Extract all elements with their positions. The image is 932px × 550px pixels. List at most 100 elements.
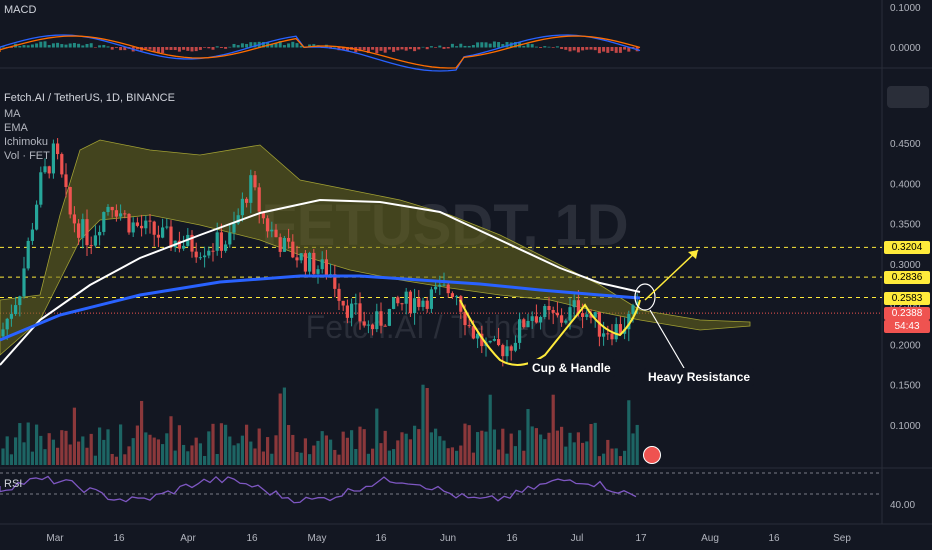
volume-bar	[492, 429, 496, 465]
candle-body	[266, 218, 270, 232]
candle-body	[156, 234, 160, 238]
candle-body	[518, 319, 522, 343]
volume-bar	[18, 423, 22, 465]
indicator-ma[interactable]: MA	[4, 108, 21, 120]
volume-bar	[274, 435, 278, 465]
volume-bar	[408, 439, 412, 465]
candle-body	[560, 315, 564, 323]
x-tick-6: Jun	[440, 533, 456, 544]
candle-body	[530, 316, 534, 321]
volume-bar	[375, 408, 379, 465]
cup-handle-curve	[459, 299, 641, 366]
macd-hist-bar	[81, 45, 85, 48]
macd-hist-bar	[22, 45, 26, 48]
rsi-line	[0, 475, 637, 504]
candle-body	[135, 222, 139, 226]
candle-body	[60, 154, 64, 175]
macd-hist-bar	[547, 46, 551, 48]
macd-hist-bar	[161, 47, 165, 54]
macd-line	[0, 34, 641, 72]
volume-bar	[522, 450, 526, 465]
macd-label: MACD	[4, 4, 37, 16]
volume-bar	[287, 425, 291, 465]
candle-body	[585, 314, 589, 317]
macd-hist-bar	[375, 47, 379, 54]
candle-body	[513, 342, 517, 351]
macd-hist-bar	[60, 44, 64, 48]
macd-hist-bar	[89, 43, 93, 48]
candle-body	[56, 143, 60, 155]
volume-bar	[509, 433, 513, 465]
candle-body	[144, 220, 148, 229]
x-tick-5: 16	[375, 533, 387, 544]
volume-bar	[102, 439, 106, 465]
candle-body	[131, 222, 135, 233]
volume-bar	[434, 428, 438, 465]
candle-body	[497, 339, 501, 346]
macd-hist-bar	[526, 43, 530, 48]
macd-hist-bar	[484, 42, 488, 48]
volume-bar	[476, 432, 480, 465]
macd-hist-bar	[362, 47, 366, 51]
volume-bar	[442, 440, 446, 465]
macd-hist-bar	[581, 47, 585, 51]
candle-body	[614, 324, 618, 340]
volume-bar	[22, 442, 26, 465]
candle-body	[602, 333, 606, 337]
candle-body	[345, 305, 349, 318]
volume-bar	[47, 433, 51, 465]
candle-body	[85, 219, 89, 246]
volume-bar	[224, 424, 228, 465]
volume-bar	[501, 428, 505, 465]
macd-hist-bar	[119, 47, 123, 51]
candle-body	[618, 324, 622, 334]
x-tick-4: May	[308, 533, 327, 544]
x-tick-8: Jul	[571, 533, 584, 544]
indicator-ema[interactable]: EMA	[4, 122, 28, 134]
volume-bar	[282, 387, 286, 465]
macd-hist-bar	[219, 47, 223, 48]
candle-body	[316, 269, 320, 274]
macd-hist-bar	[165, 47, 169, 50]
macd-hist-bar	[245, 43, 249, 48]
candle-body	[509, 346, 513, 351]
macd-hist-bar	[72, 42, 76, 48]
collapse-button[interactable]	[887, 86, 929, 108]
candle-body	[480, 333, 484, 347]
candle-body	[459, 296, 463, 312]
y-tick-4: 0.2500	[890, 300, 921, 311]
macd-hist-bar	[606, 47, 610, 53]
volume-bar	[26, 422, 30, 465]
macd-hist-bar	[387, 47, 391, 50]
indicator-ichimoku[interactable]: Ichimoku	[4, 136, 49, 148]
macd-hist-bar	[501, 44, 505, 48]
flag-icon[interactable]	[643, 446, 661, 464]
candle-body	[450, 293, 454, 297]
volume-bar	[35, 424, 39, 465]
macd-hist-bar	[291, 41, 295, 48]
candle-body	[257, 187, 261, 212]
macd-hist-bar	[26, 45, 30, 48]
y-tick-1: 0.4000	[890, 179, 921, 190]
volume-bar	[173, 450, 177, 465]
candle-body	[589, 314, 593, 318]
resistance-pointer	[649, 309, 685, 369]
volume-bar	[30, 451, 34, 465]
candle-body	[543, 306, 547, 318]
candle-body	[631, 305, 635, 315]
candle-body	[383, 325, 387, 327]
volume-bar	[14, 437, 18, 465]
candle-body	[119, 213, 123, 217]
candle-body	[526, 320, 530, 328]
volume-bar	[341, 431, 345, 465]
volume-bar	[148, 434, 152, 465]
candle-body	[278, 237, 282, 252]
macd-hist-bar	[114, 47, 118, 48]
macd-hist-bar	[47, 45, 51, 48]
indicator-volume[interactable]: Vol · FET	[4, 150, 50, 162]
candle-body	[568, 307, 572, 321]
volume-bar	[9, 454, 13, 465]
volume-bar	[72, 407, 76, 465]
candle-body	[295, 257, 299, 261]
